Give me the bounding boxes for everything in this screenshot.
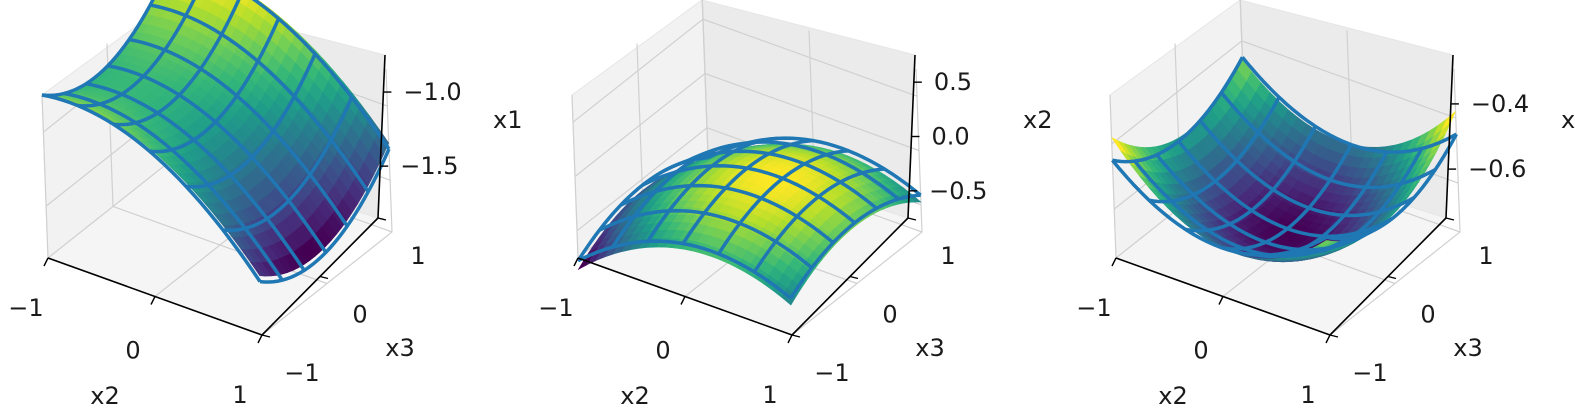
z-tick-label: −1.0 (403, 78, 461, 106)
y-tick-label: 0 (1420, 301, 1435, 329)
z-axis-line (377, 54, 386, 219)
x-tick-label: 1 (232, 381, 247, 409)
wire-line (1220, 91, 1437, 190)
surface-patch (249, 261, 267, 277)
z-axis-label: x3 (1561, 106, 1575, 134)
chart-panel-2: −1 0 1 x2 −1 0 1 x3 −0.5 0.0 0.5 x2 (538, 0, 1052, 410)
wireframe-1 (41, 0, 391, 284)
grid-z-line (1111, 40, 1457, 145)
x-tick (150, 296, 156, 305)
y-tick (1329, 334, 1339, 338)
y-axis-label: x3 (385, 334, 414, 362)
y-tick (791, 334, 801, 338)
z-tick-label: −0.5 (929, 177, 987, 205)
wire-line (685, 140, 900, 201)
x-tick-label: −1 (8, 294, 43, 322)
z-axis-label: x2 (1023, 106, 1052, 134)
z-tick-label: −1.5 (400, 152, 458, 180)
x-tick (573, 257, 579, 267)
grid-z-line (574, 72, 920, 177)
surface-patch (1317, 240, 1333, 247)
y-tick-label: 0 (352, 301, 367, 329)
z-tick-label: −0.4 (1471, 90, 1529, 118)
z-axis-label: x1 (493, 106, 522, 134)
y-axis-label: x3 (1453, 334, 1482, 362)
z-tick-label: 0.5 (934, 68, 972, 96)
x-axis-label: x2 (90, 382, 119, 410)
x-tick-label: 0 (1193, 337, 1208, 365)
y-tick-label: 1 (1478, 242, 1493, 270)
wireframe-3 (1111, 56, 1458, 259)
x-tick-label: 1 (1300, 381, 1315, 409)
x-tick (680, 296, 686, 305)
y-tick (907, 217, 917, 221)
z-tick-label: 0.0 (932, 123, 970, 151)
y-tick-label: 1 (940, 242, 955, 270)
y-tick (319, 275, 329, 280)
x-tick-label: 0 (655, 337, 670, 365)
chart-panel-1: −1 0 1 x2 −1 0 1 x3 −1.5 −1.0 x1 (8, 0, 522, 410)
y-tick-label: −1 (814, 359, 849, 387)
x-tick-label: 0 (125, 337, 140, 365)
y-tick-label: 0 (882, 301, 897, 329)
x-tick (787, 334, 793, 344)
y-axis-label: x3 (915, 334, 944, 362)
x-tick-label: −1 (1076, 294, 1111, 322)
x-axis-label: x2 (620, 382, 649, 410)
wire-line (1241, 56, 1458, 154)
y-tick-label: −1 (1352, 359, 1387, 387)
wire-line (149, 3, 370, 193)
x-tick-label: 1 (762, 381, 777, 409)
x-tick (1218, 296, 1224, 305)
wire-line (259, 148, 391, 284)
x-tick (1111, 257, 1117, 267)
y-tick (261, 334, 271, 338)
x-tick (257, 334, 263, 344)
y-tick-label: 1 (410, 242, 425, 270)
wire-line (251, 0, 391, 150)
x-axis-label: x2 (1158, 382, 1187, 410)
wire-line (1326, 133, 1458, 241)
chart-panel-3: −1 0 1 x2 −1 0 1 x3 −0.6 −0.4 x3 (1076, 0, 1575, 410)
wire-line (707, 136, 922, 197)
grid-z-line (572, 18, 918, 123)
wireframe-2 (576, 136, 922, 300)
x-tick (43, 257, 49, 267)
z-tick-label: −0.6 (1468, 155, 1526, 183)
x-tick-label: −1 (538, 294, 573, 322)
y-tick (1387, 275, 1397, 280)
y-tick (849, 275, 859, 280)
y-tick (377, 217, 387, 221)
wire-line (789, 193, 921, 300)
z-axis-line (1445, 54, 1454, 219)
x-tick (1325, 334, 1331, 344)
y-tick (1445, 217, 1455, 221)
y-tick-label: −1 (284, 359, 319, 387)
